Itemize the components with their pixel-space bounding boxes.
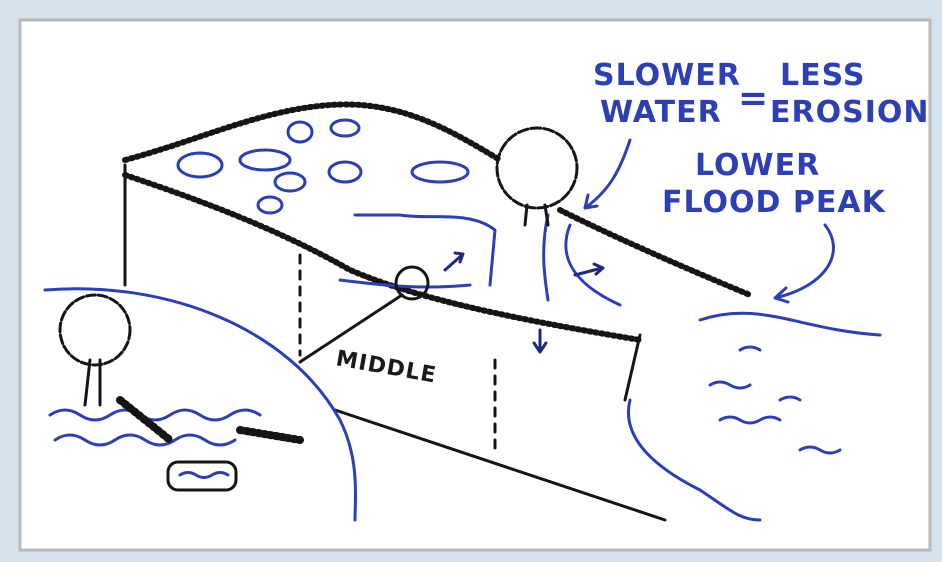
annotation-line: EROSION [770, 95, 929, 130]
annotation-line: LOWER [695, 148, 820, 183]
annotation-line: LESS [780, 58, 865, 93]
annotation-line: SLOWER [593, 58, 741, 93]
annotation-line: WATER [600, 95, 722, 130]
equals-sign: = [738, 78, 769, 119]
screenshot: MIDDLE SLOWER WATER = LESS EROSION LOWER… [0, 0, 942, 562]
page: MIDDLE SLOWER WATER = LESS EROSION LOWER… [0, 0, 942, 562]
annotation-line: FLOOD PEAK [662, 185, 887, 220]
